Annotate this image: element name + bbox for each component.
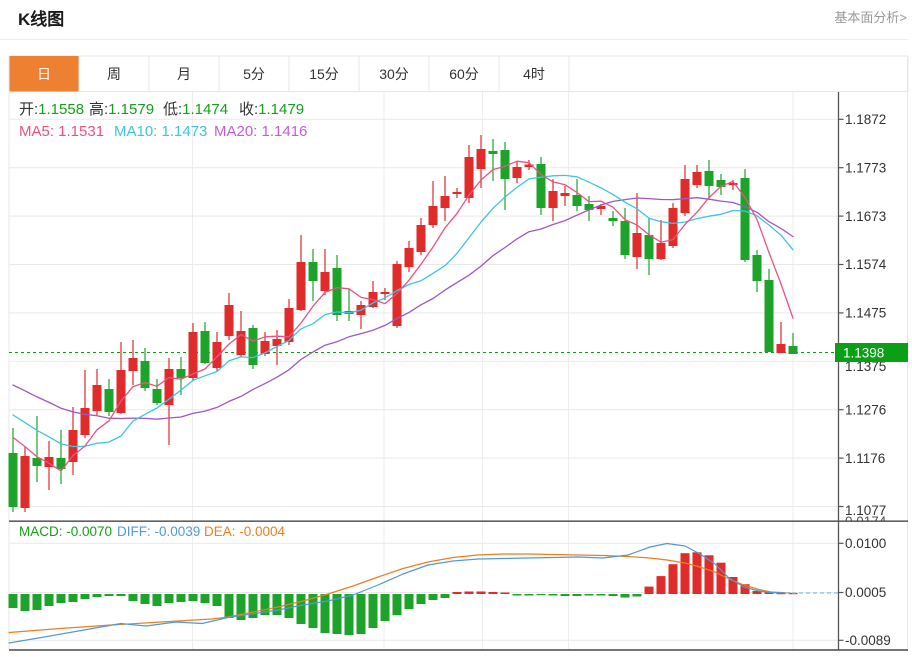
svg-text:周: 周 xyxy=(107,66,121,82)
svg-text:1.1276: 1.1276 xyxy=(845,402,886,417)
svg-text:1.1673: 1.1673 xyxy=(845,209,886,224)
svg-text:30分: 30分 xyxy=(379,66,409,82)
svg-text:MA20: 1.1416: MA20: 1.1416 xyxy=(214,123,307,140)
svg-text:1.1475: 1.1475 xyxy=(845,306,886,321)
svg-text:基本面分析>: 基本面分析> xyxy=(834,10,907,25)
svg-text:DEA: -0.0004: DEA: -0.0004 xyxy=(204,524,286,539)
svg-text:1.1375: 1.1375 xyxy=(845,359,886,374)
svg-text:15分: 15分 xyxy=(309,66,339,82)
svg-text:1.1176: 1.1176 xyxy=(845,451,885,466)
svg-text:0.0005: 0.0005 xyxy=(845,585,886,600)
svg-text:60分: 60分 xyxy=(449,66,479,82)
svg-text:-0.0089: -0.0089 xyxy=(845,633,891,648)
svg-text:MACD: -0.0070: MACD: -0.0070 xyxy=(19,524,112,539)
svg-text:K线图: K线图 xyxy=(18,9,64,29)
svg-text:5分: 5分 xyxy=(243,66,265,82)
svg-text:1.1077: 1.1077 xyxy=(845,503,886,518)
svg-text:MA5: 1.1531: MA5: 1.1531 xyxy=(19,123,104,140)
svg-text:MA10: 1.1473: MA10: 1.1473 xyxy=(114,123,207,140)
svg-text:4时: 4时 xyxy=(523,66,545,82)
svg-text:1.1574: 1.1574 xyxy=(845,257,887,272)
svg-text:日: 日 xyxy=(37,66,51,82)
svg-text:1.1773: 1.1773 xyxy=(845,160,886,175)
svg-text:月: 月 xyxy=(177,66,191,82)
svg-text:0.0100: 0.0100 xyxy=(845,536,886,551)
svg-text:0.0174: 0.0174 xyxy=(845,514,887,529)
svg-text:DIFF: -0.0039: DIFF: -0.0039 xyxy=(117,524,200,539)
svg-text:1.1398: 1.1398 xyxy=(843,346,884,361)
svg-text:1.1872: 1.1872 xyxy=(845,112,886,127)
